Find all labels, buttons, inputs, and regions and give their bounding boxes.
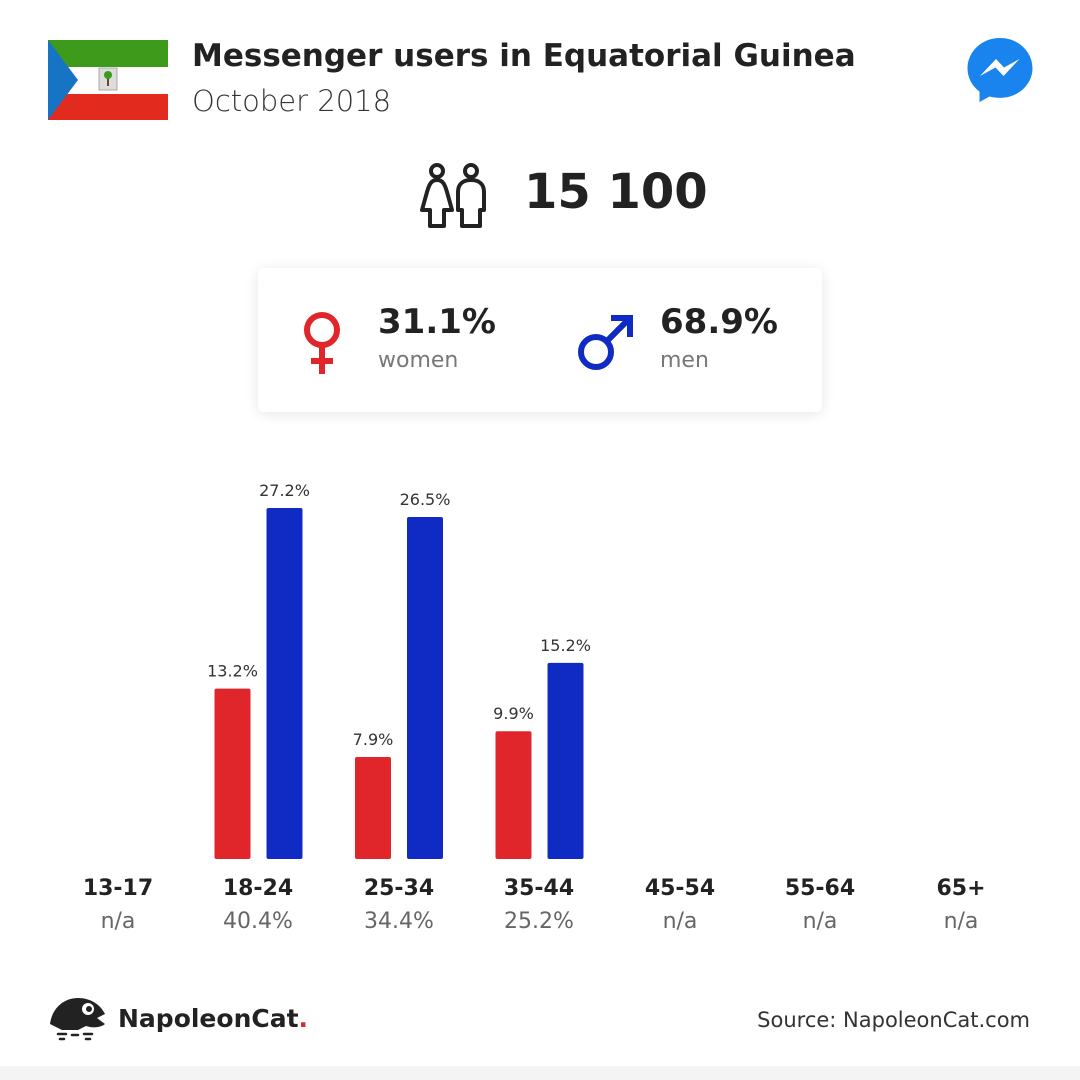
women-percent: 31.1% — [378, 302, 496, 342]
bar-men-35-44 — [547, 662, 584, 859]
men-label: men — [660, 348, 709, 373]
age-group-total: n/a — [662, 909, 698, 934]
bar-value-label: 7.9% — [353, 730, 394, 749]
age-group-label: 25-34 — [363, 876, 435, 901]
age-group-13-17: 13-17 n/a — [48, 876, 188, 934]
page-title: Messenger users in Equatorial Guinea — [192, 38, 856, 74]
age-group-45-54: 45-54 n/a — [610, 876, 750, 934]
bar-men-25-34 — [407, 517, 443, 859]
men-percent: 68.9% — [660, 302, 778, 342]
napoleoncat-logo-icon — [50, 998, 105, 1041]
bar-women-25-34 — [355, 757, 391, 859]
bar-value-label: 27.2% — [259, 481, 310, 500]
age-group-55-64: 55-64 n/a — [750, 876, 890, 934]
total-users-value: 15 100 — [524, 164, 708, 220]
page-subtitle: October 2018 — [192, 84, 392, 118]
source-text: Source: NapoleonCat.com — [757, 1008, 1030, 1032]
bar-women-18-24 — [214, 688, 251, 859]
age-group-35-44: 35-44 25.2% — [469, 876, 609, 934]
age-group-label: 45-54 — [644, 876, 716, 901]
age-group-total: 34.4% — [364, 909, 434, 934]
messenger-icon — [967, 38, 1033, 102]
equatorial-guinea-flag-icon — [48, 40, 168, 120]
age-group-65-plus: 65+ n/a — [891, 876, 1031, 934]
age-group-label: 65+ — [936, 876, 986, 901]
age-group-label: 18-24 — [222, 876, 294, 901]
age-group-label: 35-44 — [503, 876, 575, 901]
age-group-total: 40.4% — [223, 909, 293, 934]
age-group-label: 55-64 — [784, 876, 856, 901]
bar-value-label: 15.2% — [540, 636, 591, 655]
bar-value-label: 13.2% — [207, 662, 258, 681]
age-group-25-34: 25-34 34.4% — [329, 876, 469, 934]
bottom-strip — [0, 1066, 1080, 1080]
age-group-total: 25.2% — [504, 909, 574, 934]
bar-men-18-24 — [266, 508, 303, 859]
age-group-total: n/a — [100, 909, 136, 934]
brand-name: NapoleonCat. — [118, 1004, 309, 1033]
gender-split-card: 31.1% women 68.9% men — [258, 268, 822, 412]
age-group-total: n/a — [802, 909, 838, 934]
bar-value-label: 9.9% — [493, 704, 534, 723]
male-symbol-icon — [578, 315, 633, 370]
bar-women-35-44 — [495, 731, 532, 859]
bar-value-label: 26.5% — [400, 490, 451, 509]
age-group-18-24: 18-24 40.4% — [188, 876, 328, 934]
age-group-label: 13-17 — [82, 876, 154, 901]
users-icon — [420, 163, 486, 228]
age-group-total: n/a — [943, 909, 979, 934]
women-label: women — [378, 348, 459, 373]
female-symbol-icon — [304, 312, 340, 374]
age-gender-bar-chart: 13.2% 27.2% 7.9% 26.5% 9.9% 15.2% — [207, 481, 591, 859]
